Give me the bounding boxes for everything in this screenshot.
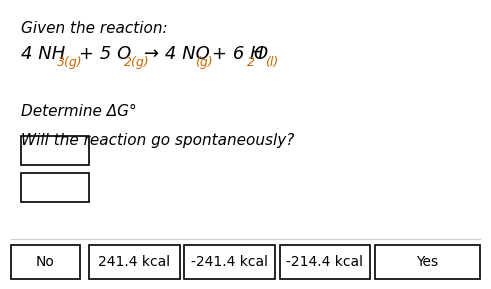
Text: 3(g): 3(g) bbox=[57, 56, 82, 69]
Text: (l): (l) bbox=[265, 56, 278, 69]
Text: + 6 H: + 6 H bbox=[212, 45, 264, 63]
Text: 2(g): 2(g) bbox=[124, 56, 150, 69]
Text: → 4 NO: → 4 NO bbox=[144, 45, 210, 63]
Text: Determine ΔG°: Determine ΔG° bbox=[21, 104, 136, 119]
Text: 4 NH: 4 NH bbox=[21, 45, 65, 63]
Text: (g): (g) bbox=[195, 56, 213, 69]
FancyBboxPatch shape bbox=[89, 245, 180, 279]
FancyBboxPatch shape bbox=[375, 245, 480, 279]
Text: 2: 2 bbox=[246, 56, 254, 69]
FancyBboxPatch shape bbox=[21, 136, 89, 164]
FancyBboxPatch shape bbox=[21, 173, 89, 202]
Text: 241.4 kcal: 241.4 kcal bbox=[98, 255, 170, 269]
Text: No: No bbox=[36, 255, 55, 269]
Text: Will the reaction go spontaneously?: Will the reaction go spontaneously? bbox=[21, 133, 294, 148]
Text: Given the reaction:: Given the reaction: bbox=[21, 21, 167, 36]
Text: + 5 O: + 5 O bbox=[79, 45, 131, 63]
Text: -214.4 kcal: -214.4 kcal bbox=[286, 255, 363, 269]
Text: Yes: Yes bbox=[416, 255, 438, 269]
Text: O: O bbox=[253, 45, 268, 63]
Text: -241.4 kcal: -241.4 kcal bbox=[191, 255, 268, 269]
FancyBboxPatch shape bbox=[11, 245, 80, 279]
FancyBboxPatch shape bbox=[185, 245, 275, 279]
FancyBboxPatch shape bbox=[280, 245, 370, 279]
